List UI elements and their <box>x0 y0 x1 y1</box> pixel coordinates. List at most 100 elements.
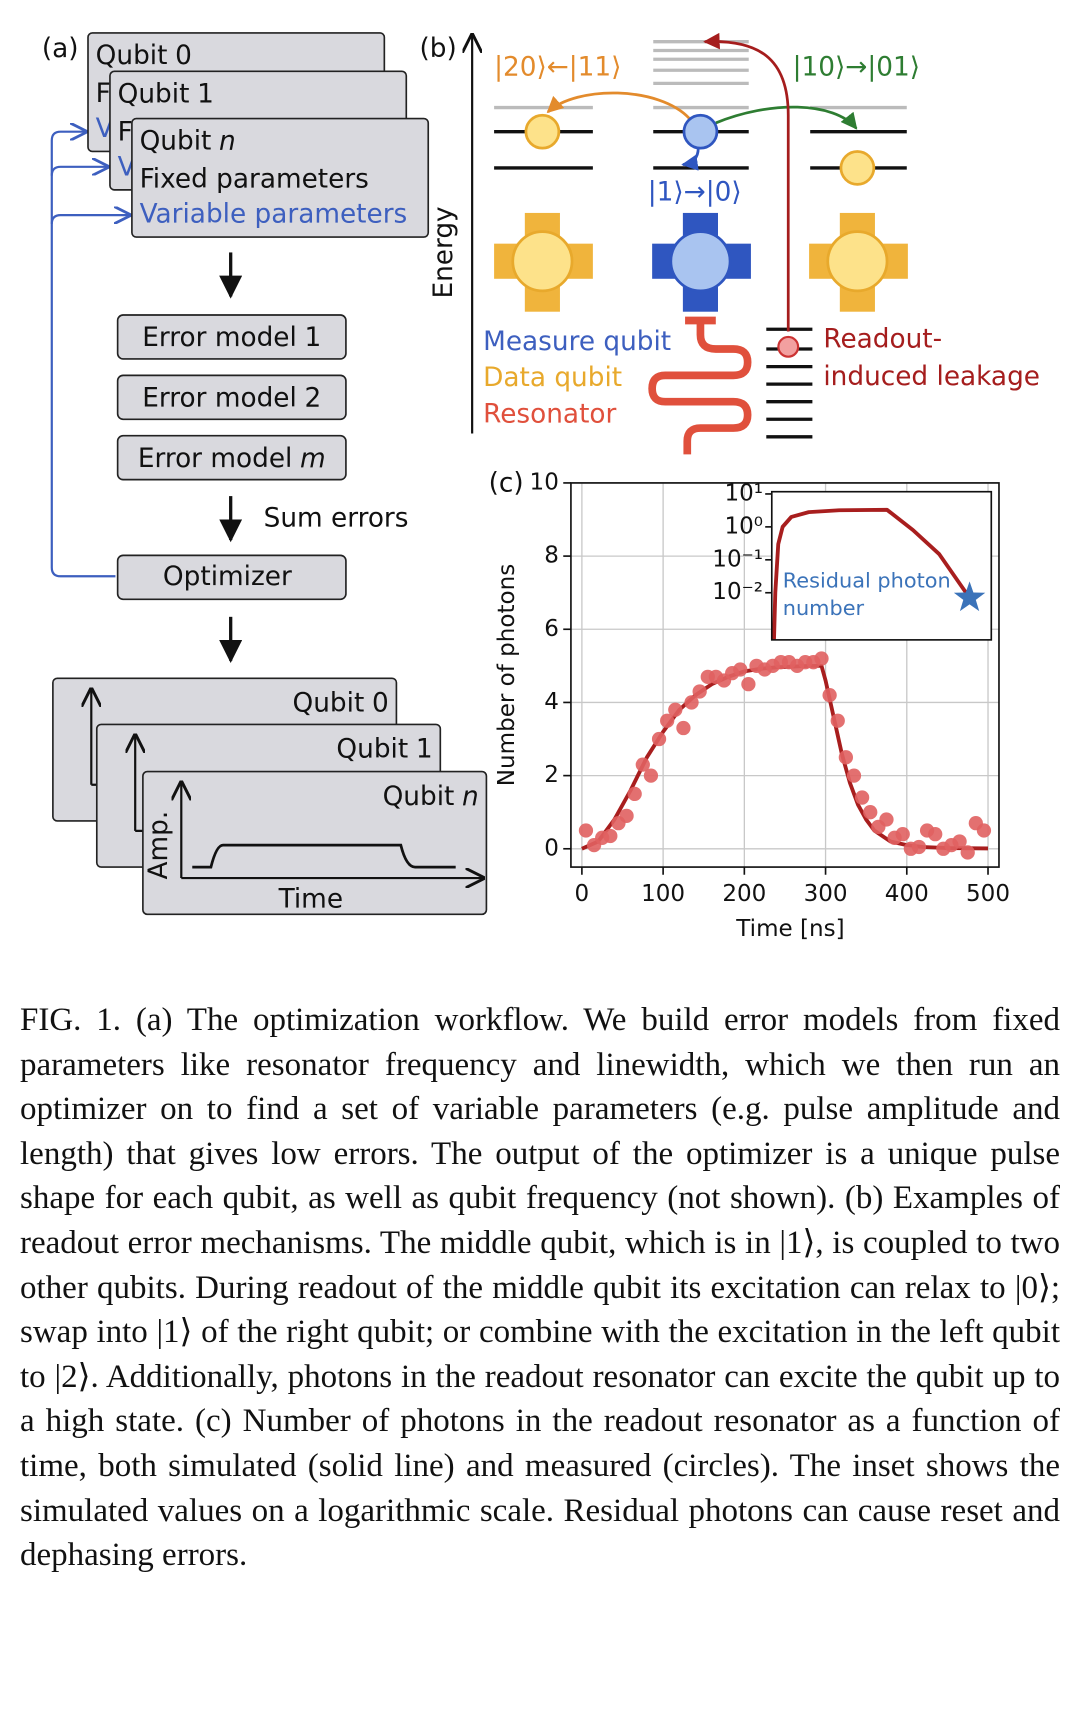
x-tick-label: 400 <box>885 881 929 907</box>
pulse-card-title: Qubit n <box>383 781 479 811</box>
label-index: m <box>300 443 326 473</box>
optimizer-label: Optimizer <box>163 562 292 592</box>
parameter-card <box>131 117 430 238</box>
y-tick-label: 6 <box>544 616 559 642</box>
data-qubit <box>494 212 593 312</box>
label-index: 0 <box>372 688 389 718</box>
data-point <box>830 713 845 728</box>
data-point <box>863 805 878 820</box>
error-model-label: Error model 2 <box>142 383 321 413</box>
y-tick-label: 2 <box>544 762 559 788</box>
data-qubit-state <box>524 113 561 150</box>
swap-arrow <box>546 91 691 120</box>
amp-label: Amp. <box>144 811 174 880</box>
data-point <box>952 834 967 849</box>
pulse-card-title: Qubit 1 <box>336 734 432 764</box>
panel-label: (a) <box>42 34 79 64</box>
data-point <box>578 823 594 838</box>
data-point <box>643 768 659 783</box>
label-index: 0 <box>175 40 192 70</box>
inset-frame <box>770 490 993 641</box>
pulse-shape <box>192 843 456 869</box>
feedback-line <box>50 132 116 578</box>
label-name: Qubit <box>336 734 408 764</box>
legend-data: Data qubit <box>483 363 622 393</box>
residual-marker <box>953 581 986 612</box>
optimizer-box <box>116 554 347 601</box>
feedback-line <box>50 215 130 224</box>
data-point <box>692 684 707 699</box>
x-tick-label: 300 <box>804 881 848 907</box>
legend-measure: Measure qubit <box>483 327 671 357</box>
y-axis-label: Number of photons <box>494 564 520 786</box>
error-model-label: Error model m <box>138 443 326 473</box>
label-name: Error model <box>138 443 293 473</box>
y-tick-label: 4 <box>544 689 559 715</box>
data-point <box>733 662 748 677</box>
legend-resonator: Resonator <box>483 399 616 429</box>
label-index: 1 <box>305 323 322 353</box>
data-point <box>627 786 642 802</box>
inset-y-tick-label: 10⁻¹ <box>712 546 763 572</box>
data-point <box>651 731 667 747</box>
figure: (a) Sum errors Optimizer (b) Energy <box>42 32 1040 942</box>
qubit-island <box>511 230 574 293</box>
x-tick-label: 200 <box>722 881 766 907</box>
qubit-island <box>669 230 732 293</box>
inset-y-tick-label: 10¹ <box>724 480 763 506</box>
data-point <box>895 827 910 842</box>
data-point <box>660 713 675 728</box>
time-label: Time <box>278 885 343 915</box>
data-point <box>668 702 683 717</box>
pulse-card-title: Qubit 0 <box>293 688 389 718</box>
label-name: Qubit <box>293 688 365 718</box>
card-title: Qubit 1 <box>118 79 214 109</box>
caption: FIG. 1. (a) The optimization workflow. W… <box>20 1002 1060 1574</box>
data-qubit-state <box>839 150 876 186</box>
data-point <box>854 790 870 805</box>
leakage-label: induced leakage <box>823 362 1040 392</box>
data-point <box>960 845 975 860</box>
inset-area <box>771 491 992 640</box>
measure-qubit-state <box>682 113 719 150</box>
label-index: 1 <box>197 79 214 109</box>
measure-qubit <box>652 212 751 312</box>
label-name: Qubit <box>96 40 168 70</box>
label-index: 1 <box>416 734 433 764</box>
error-model-box <box>116 434 347 481</box>
label-name: Qubit <box>383 781 455 811</box>
swap-label: |10⟩→|01⟩ <box>793 53 920 83</box>
data-point <box>635 757 650 772</box>
y-tick-label: 8 <box>544 543 559 569</box>
relax-label: |1⟩→|0⟩ <box>648 178 742 208</box>
label-name: Error model <box>142 383 297 413</box>
data-point <box>619 808 634 823</box>
feedback-line <box>50 167 108 176</box>
panel-label: (b) <box>419 34 456 64</box>
relax-arrow <box>681 148 700 171</box>
data-point <box>976 823 992 838</box>
energy-label: Energy <box>429 206 459 298</box>
data-point <box>846 768 862 783</box>
feedback-arrows <box>50 132 130 578</box>
label-index: n <box>219 126 236 156</box>
leaked-state <box>777 335 800 358</box>
fixed-parameters: Fixed parameters <box>140 165 369 195</box>
label-index: 2 <box>305 383 322 413</box>
sum-label: Sum errors <box>264 504 409 534</box>
variable-parameters: Variable parameters <box>140 200 408 230</box>
data-point <box>838 750 854 765</box>
data-point <box>814 651 829 666</box>
label-index: n <box>462 781 479 811</box>
x-tick-label: 100 <box>641 881 685 907</box>
plot-frame <box>570 482 1000 868</box>
card-title: Qubit 0 <box>96 40 192 70</box>
inset-annotation: number <box>783 596 865 620</box>
data-point <box>822 687 837 703</box>
label-name: Qubit <box>140 126 212 156</box>
y-tick-label: 0 <box>544 835 559 861</box>
data-point <box>741 677 756 692</box>
inset-annotation: Residual photon <box>783 569 951 593</box>
error-model-box <box>116 374 347 421</box>
